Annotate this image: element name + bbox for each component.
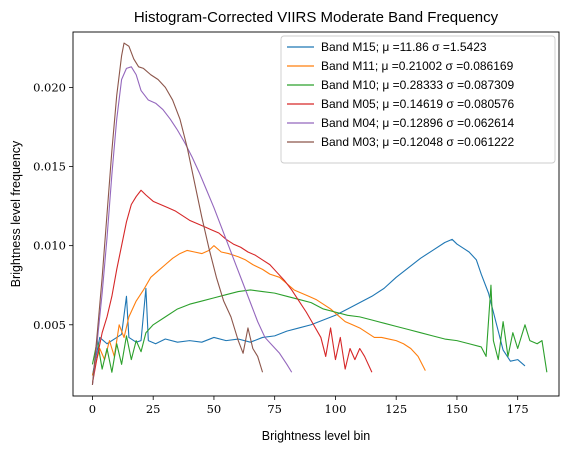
x-tick-label: 150: [446, 402, 468, 416]
x-tick-label: 25: [146, 402, 161, 416]
x-axis-label: Brightness level bin: [262, 429, 370, 443]
series-line-0: [91, 238, 526, 376]
legend-entry-4: Band M04; μ =0.12896 σ =0.062614: [321, 116, 514, 130]
legend-entry-5: Band M03; μ =0.12048 σ =0.061222: [321, 135, 514, 149]
chart-title: Histogram-Corrected VIIRS Moderate Band …: [134, 9, 499, 26]
series-layer: [91, 42, 548, 385]
legend-entry-2: Band M10; μ =0.28333 σ =0.087309: [321, 78, 514, 92]
x-tick-label: 125: [385, 402, 407, 416]
legend-entry-1: Band M11; μ =0.21002 σ =0.086169: [321, 59, 514, 73]
y-tick-label: 0.020: [33, 80, 66, 94]
y-axis-label: Brightness level frequency: [9, 140, 23, 287]
series-line-5: [91, 42, 264, 385]
x-tick-label: 175: [507, 402, 529, 416]
series-line-3: [91, 189, 373, 384]
y-tick-label: 0.015: [33, 160, 66, 174]
legend-entry-3: Band M05; μ =0.14619 σ =0.080576: [321, 97, 514, 111]
y-tick-label: 0.005: [33, 318, 66, 332]
legend-box: [280, 35, 556, 164]
x-tick-label: 0: [89, 402, 96, 416]
x-tick-label: 100: [324, 402, 346, 416]
legend-entries: Band M15; μ =11.86 σ =1.5423 Band M11; μ …: [287, 40, 514, 149]
legend: Band M15; μ =11.86 σ =1.5423 Band M11; μ …: [280, 35, 556, 164]
series-line-2: [91, 284, 548, 373]
y-tick-label: 0.010: [33, 239, 66, 253]
legend-entry-0: Band M15; μ =11.86 σ =1.5423: [321, 40, 487, 54]
series-line-4: [91, 66, 293, 385]
x-tick-label: 50: [207, 402, 222, 416]
plot-frame: [72, 31, 560, 397]
tick-layer: 0 25 50 75 100 125 150 175 0.005 0.010 0.015 0.020: [33, 80, 529, 416]
series-line-1: [91, 245, 426, 376]
x-tick-label: 75: [267, 402, 282, 416]
